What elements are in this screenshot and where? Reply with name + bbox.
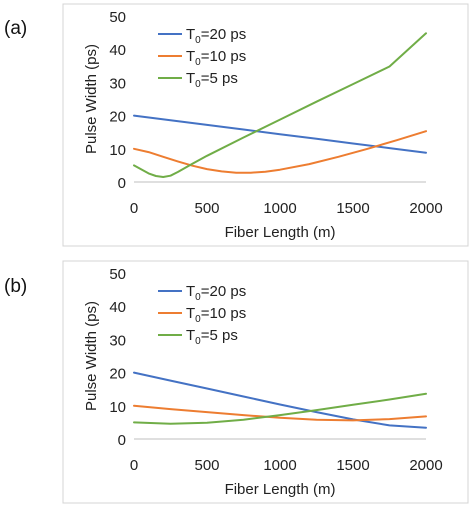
x-axis-title: Fiber Length (m) <box>225 224 336 241</box>
x-tick-label: 1000 <box>263 200 296 217</box>
y-tick-label: 50 <box>109 9 126 26</box>
legend-entry-2: T0=5 ps <box>186 327 238 347</box>
chart-frame-a <box>62 3 469 247</box>
y-tick-label: 20 <box>109 366 126 383</box>
y-tick-label: 50 <box>109 266 126 283</box>
y-tick-label: 40 <box>109 299 126 316</box>
panel-label-a: (a) <box>4 18 28 39</box>
x-tick-label: 1500 <box>336 200 369 217</box>
x-tick-label: 1000 <box>263 457 296 474</box>
panel-label-b: (b) <box>4 276 28 297</box>
y-tick-label: 10 <box>109 399 126 416</box>
x-tick-label: 2000 <box>409 200 442 217</box>
x-tick-label: 0 <box>130 200 138 217</box>
series-line-1 <box>133 130 427 174</box>
y-axis-title: Pulse Width (ps) <box>83 44 100 154</box>
y-tick-label: 0 <box>118 175 126 192</box>
legend-entry-1: T0=10 ps <box>186 305 246 325</box>
legend-entry-2: T0=5 ps <box>186 70 238 90</box>
y-tick-label: 0 <box>118 432 126 449</box>
x-tick-label: 1500 <box>336 457 369 474</box>
series-line-2 <box>133 32 427 178</box>
x-tick-label: 500 <box>194 200 219 217</box>
series-line-1 <box>133 404 427 422</box>
y-axis-title: Pulse Width (ps) <box>83 301 100 411</box>
x-tick-label: 0 <box>130 457 138 474</box>
y-tick-label: 30 <box>109 75 126 92</box>
y-tick-label: 10 <box>109 142 126 159</box>
legend-entry-1: T0=10 ps <box>186 48 246 68</box>
series-line-2 <box>133 392 427 425</box>
series-line-0 <box>133 371 427 429</box>
legend-entry-0: T0=20 ps <box>186 283 246 303</box>
y-tick-label: 30 <box>109 332 126 349</box>
x-tick-label: 2000 <box>409 457 442 474</box>
x-tick-label: 500 <box>194 457 219 474</box>
y-tick-label: 20 <box>109 109 126 126</box>
legend-entry-0: T0=20 ps <box>186 26 246 46</box>
chart-frame-b <box>62 260 469 504</box>
x-axis-title: Fiber Length (m) <box>225 481 336 498</box>
y-tick-label: 40 <box>109 42 126 59</box>
